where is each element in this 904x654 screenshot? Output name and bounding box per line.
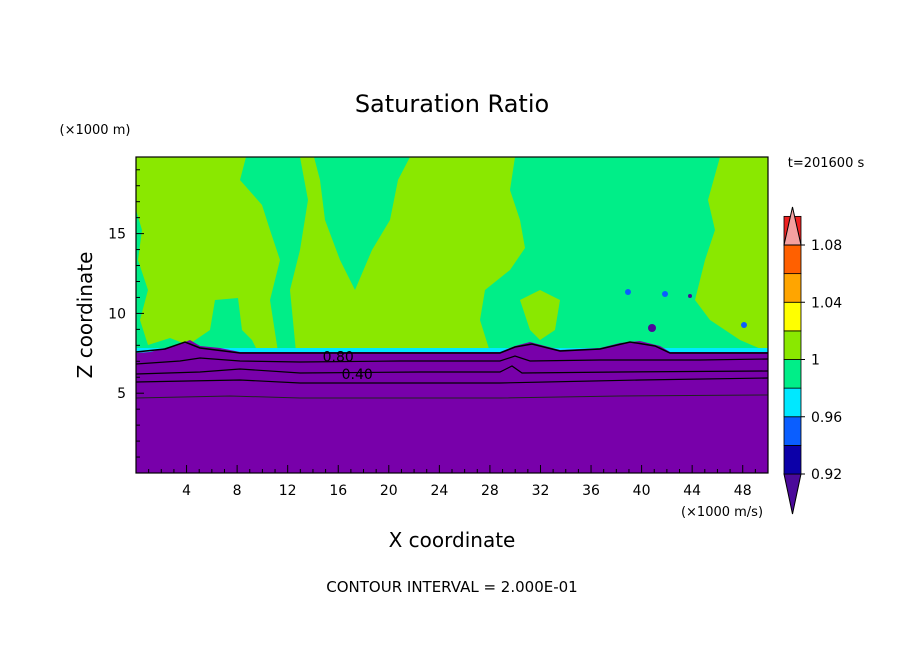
colorbar-segment xyxy=(783,444,802,475)
x-tick-label: 4 xyxy=(182,483,191,499)
contour-labels: 0.80 0.40 xyxy=(323,349,373,383)
transition-band xyxy=(136,348,768,353)
colorbar-segment xyxy=(783,244,802,275)
x-axis: 4 8 12 16 20 24 28 32 36 40 44 48 xyxy=(148,465,756,499)
x-tick-label: 28 xyxy=(481,483,499,499)
colorbar-segment xyxy=(783,301,802,332)
contour-line-020 xyxy=(135,394,769,399)
contour-line-080 xyxy=(135,355,769,365)
colorbar-segment xyxy=(783,359,802,389)
x-tick-label: 48 xyxy=(734,483,752,499)
colorbar-segment xyxy=(783,387,802,418)
dry-layer xyxy=(136,340,768,473)
chart-title: Saturation Ratio xyxy=(355,90,549,118)
colorbar: 1.08 1.04 1 0.96 0.92 xyxy=(783,206,842,515)
y-axis-label: Z coordinate xyxy=(73,252,97,379)
dry-patch xyxy=(662,291,668,297)
dry-patches xyxy=(625,289,747,332)
x-tick-label: 12 xyxy=(279,483,297,499)
dry-patch xyxy=(741,322,747,328)
plot-area: 0.80 0.40 xyxy=(135,156,769,474)
x-tick-label: 8 xyxy=(233,483,242,499)
x-tick-label: 40 xyxy=(633,483,651,499)
dry-patch xyxy=(648,324,656,332)
y-tick-label: 10 xyxy=(108,306,126,322)
colorbar-tick-label: 1.08 xyxy=(811,238,842,254)
colorbar-segment xyxy=(783,330,802,360)
colorbar-segment xyxy=(783,416,802,446)
colorbar-tick-label: 1 xyxy=(811,353,820,369)
y-tick-label: 5 xyxy=(117,386,126,402)
x-tick-label: 44 xyxy=(683,483,701,499)
x-axis-label: X coordinate xyxy=(389,528,516,552)
x-unit-label: (×1000 m/s) xyxy=(681,505,763,520)
colorbar-segment xyxy=(783,273,802,303)
y-tick-label: 15 xyxy=(108,227,126,243)
colorbar-tick-label: 1.04 xyxy=(811,295,842,311)
contour-label: 0.40 xyxy=(342,367,373,383)
time-label: t=201600 s xyxy=(788,156,865,171)
colorbar-tick-label: 0.92 xyxy=(811,467,842,483)
supersaturated-region-2 xyxy=(290,157,525,352)
x-tick-label: 24 xyxy=(430,483,448,499)
dry-patch xyxy=(625,289,631,295)
supersaturated-region-1 xyxy=(136,157,280,352)
supersaturated-region-3 xyxy=(520,290,560,340)
x-tick-label: 32 xyxy=(532,483,550,499)
y-axis: 5 10 15 xyxy=(108,169,144,458)
colorbar-arrow-high xyxy=(783,206,802,246)
supersaturated-region-4 xyxy=(695,157,768,352)
colorbar-tick-label: 0.96 xyxy=(811,410,842,426)
dry-patch xyxy=(688,294,692,298)
contour-line-060 xyxy=(135,365,769,375)
x-tick-label: 16 xyxy=(329,483,347,499)
x-tick-label: 36 xyxy=(582,483,600,499)
contour-interval-label: CONTOUR INTERVAL = 2.000E-01 xyxy=(326,578,577,596)
contour-line-040 xyxy=(135,377,769,384)
contour-label: 0.80 xyxy=(323,349,354,365)
contour-line xyxy=(135,341,768,354)
y-unit-label: (×1000 m) xyxy=(60,123,131,138)
colorbar-arrow-low xyxy=(783,473,802,515)
x-tick-label: 20 xyxy=(380,483,398,499)
